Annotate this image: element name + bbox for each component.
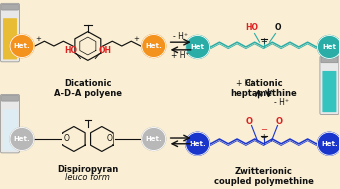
Text: Het.: Het.	[14, 136, 30, 142]
Text: Zwitterionic
coupled polymethine: Zwitterionic coupled polymethine	[214, 167, 313, 186]
FancyBboxPatch shape	[322, 71, 336, 112]
Text: Cationic
heptamethine: Cationic heptamethine	[230, 79, 297, 98]
Text: OH: OH	[99, 46, 112, 55]
Text: +: +	[35, 36, 41, 42]
Text: Het.: Het.	[189, 141, 206, 147]
FancyBboxPatch shape	[320, 56, 339, 115]
Text: leuco form: leuco form	[65, 173, 110, 181]
Circle shape	[10, 127, 34, 150]
FancyBboxPatch shape	[1, 95, 18, 101]
Text: - H⁺: - H⁺	[274, 98, 289, 107]
Text: O: O	[107, 135, 113, 143]
Text: Dicationic
A-D-A polyene: Dicationic A-D-A polyene	[54, 79, 122, 98]
Text: Het: Het	[191, 44, 205, 50]
Text: +: +	[260, 37, 267, 46]
Text: O: O	[274, 23, 281, 32]
FancyBboxPatch shape	[3, 109, 17, 150]
Text: O: O	[63, 135, 69, 143]
Text: + H⁺: + H⁺	[236, 79, 255, 88]
Text: +: +	[260, 132, 267, 142]
FancyBboxPatch shape	[1, 4, 18, 10]
Text: Het.: Het.	[14, 43, 30, 49]
Text: Het.: Het.	[145, 136, 162, 142]
Text: O: O	[276, 117, 283, 126]
Circle shape	[318, 132, 340, 155]
FancyBboxPatch shape	[3, 18, 17, 59]
Text: HO: HO	[64, 46, 77, 55]
Circle shape	[142, 127, 166, 150]
Text: - H⁺: - H⁺	[173, 32, 188, 41]
Circle shape	[186, 132, 210, 155]
FancyBboxPatch shape	[0, 3, 19, 62]
Text: Het.: Het.	[145, 43, 162, 49]
FancyBboxPatch shape	[0, 94, 19, 153]
Text: Het: Het	[322, 44, 336, 50]
Circle shape	[186, 36, 210, 58]
Text: +: +	[133, 36, 139, 42]
Circle shape	[10, 35, 34, 57]
Text: −: −	[260, 125, 267, 134]
Text: O: O	[246, 117, 253, 126]
Text: + H⁺: + H⁺	[171, 51, 190, 60]
Text: Dispiropyran: Dispiropyran	[57, 165, 118, 174]
Text: HO: HO	[245, 23, 258, 32]
Circle shape	[142, 35, 166, 57]
Circle shape	[318, 36, 340, 58]
FancyBboxPatch shape	[321, 57, 338, 63]
Text: Het.: Het.	[321, 141, 338, 147]
